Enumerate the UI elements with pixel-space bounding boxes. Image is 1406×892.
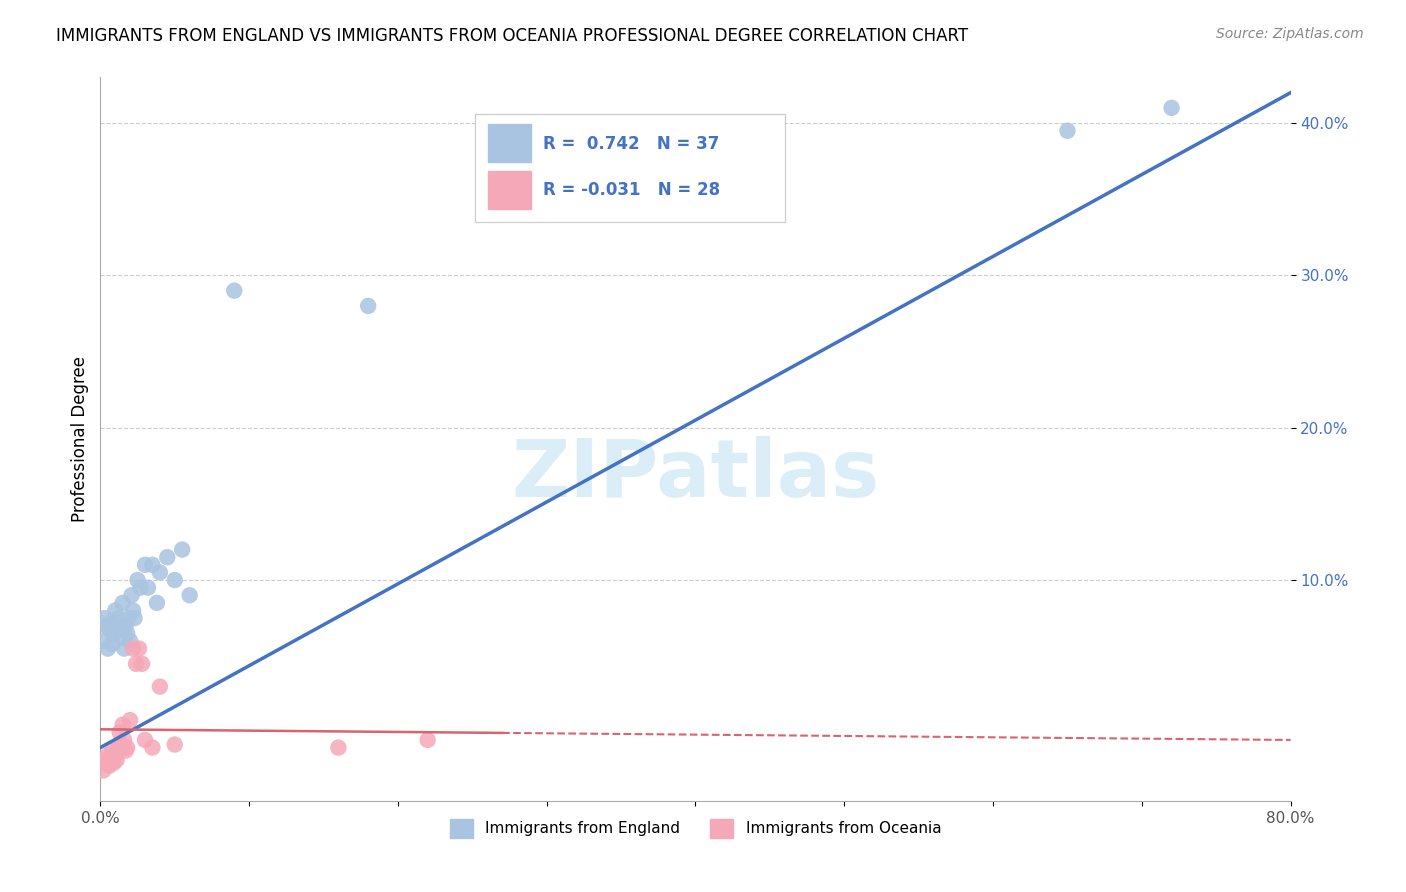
Point — [163, 738, 186, 752]
Point — [124, 611, 146, 625]
Point — [108, 725, 131, 739]
Point — [128, 641, 150, 656]
Point — [328, 740, 350, 755]
Point — [115, 626, 138, 640]
Point — [416, 733, 439, 747]
Point — [115, 740, 138, 755]
Point — [357, 299, 380, 313]
Point — [1056, 124, 1078, 138]
Point — [108, 622, 131, 636]
Point — [105, 753, 128, 767]
Y-axis label: Professional Degree: Professional Degree — [72, 356, 89, 522]
Point — [125, 657, 148, 671]
Point — [91, 764, 114, 778]
Point — [94, 611, 117, 625]
Point — [120, 713, 142, 727]
Point — [103, 756, 125, 770]
Point — [96, 618, 118, 632]
Point — [136, 581, 159, 595]
Point — [114, 618, 136, 632]
Point — [224, 284, 246, 298]
Point — [149, 566, 172, 580]
Point — [117, 611, 139, 625]
Point — [111, 596, 134, 610]
Point — [134, 558, 156, 572]
Point — [120, 634, 142, 648]
Point — [103, 626, 125, 640]
Point — [100, 615, 122, 630]
Legend: Immigrants from England, Immigrants from Oceania: Immigrants from England, Immigrants from… — [444, 813, 948, 844]
Point — [101, 744, 124, 758]
Point — [107, 611, 129, 625]
Point — [112, 641, 135, 656]
Point — [179, 588, 201, 602]
Point — [114, 744, 136, 758]
Text: Source: ZipAtlas.com: Source: ZipAtlas.com — [1216, 27, 1364, 41]
Point — [94, 756, 117, 770]
Point — [98, 622, 121, 636]
Point — [141, 558, 163, 572]
Point — [134, 733, 156, 747]
Point — [107, 740, 129, 755]
Point — [104, 748, 127, 763]
Text: IMMIGRANTS FROM ENGLAND VS IMMIGRANTS FROM OCEANIA PROFESSIONAL DEGREE CORRELATI: IMMIGRANTS FROM ENGLAND VS IMMIGRANTS FR… — [56, 27, 969, 45]
Text: ZIPatlas: ZIPatlas — [512, 436, 880, 515]
Point — [121, 588, 143, 602]
Point — [129, 581, 152, 595]
Point — [91, 634, 114, 648]
Point — [97, 641, 120, 656]
Point — [163, 573, 186, 587]
Point — [97, 748, 120, 763]
Point — [1160, 101, 1182, 115]
Point — [104, 603, 127, 617]
Point — [100, 753, 122, 767]
Point — [146, 596, 169, 610]
Point — [105, 618, 128, 632]
Point — [127, 573, 149, 587]
Point — [101, 637, 124, 651]
Point — [111, 717, 134, 731]
Point — [172, 542, 194, 557]
Point — [96, 753, 118, 767]
Point — [122, 603, 145, 617]
Point — [122, 641, 145, 656]
Point — [110, 738, 132, 752]
Point — [141, 740, 163, 755]
Point — [110, 631, 132, 645]
Point — [112, 733, 135, 747]
Point — [156, 550, 179, 565]
Point — [149, 680, 172, 694]
Point — [131, 657, 153, 671]
Point — [98, 759, 121, 773]
